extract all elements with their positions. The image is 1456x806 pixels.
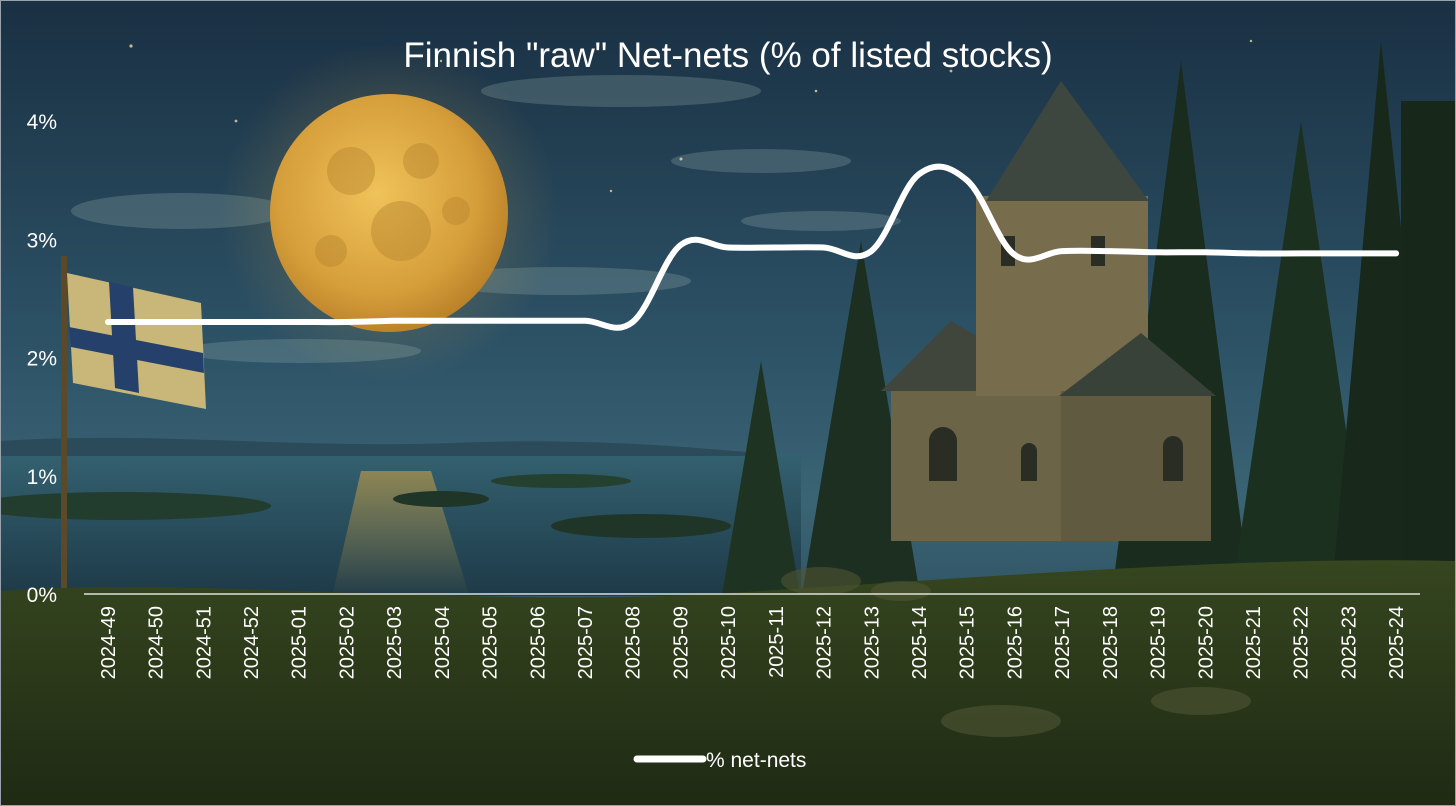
x-tick-label: 2025-15 [957,606,979,679]
x-tick-label: 2025-19 [1148,606,1170,679]
y-tick-label: 4% [27,111,57,134]
x-tick-label: 2024-52 [241,606,263,679]
y-tick-label: 1% [27,466,57,489]
x-tick-label: 2025-07 [575,606,597,679]
y-axis-ticks: 0% 1% 2% 3% 4% [27,111,57,607]
x-tick-label: 2025-04 [432,606,454,679]
x-tick-label: 2025-14 [909,606,931,679]
x-tick-label: 2025-13 [861,606,883,679]
x-tick-label: 2025-08 [623,606,645,679]
x-tick-label: 2025-05 [480,606,502,679]
x-tick-label: 2025-02 [336,606,358,679]
x-tick-label: 2025-11 [766,606,788,678]
x-tick-label: 2025-18 [1100,606,1122,679]
x-tick-label: 2025-01 [289,606,311,679]
x-tick-label: 2024-50 [146,606,168,679]
x-tick-label: 2025-24 [1386,606,1408,679]
x-tick-label: 2025-10 [718,606,740,679]
x-tick-label: 2025-21 [1243,606,1265,679]
x-tick-label: 2025-12 [814,606,836,679]
legend-label: % net-nets [706,749,806,772]
x-tick-label: 2025-06 [527,606,549,679]
y-tick-label: 2% [27,348,57,371]
y-tick-label: 0% [27,584,57,607]
series-lines [104,163,1400,331]
chart-title: Finnish "raw" Net-nets (% of listed stoc… [403,36,1052,75]
x-tick-label: 2025-16 [1004,606,1026,679]
y-tick-label: 3% [27,229,57,252]
x-tick-label: 2025-03 [384,606,406,679]
x-tick-label: 2024-49 [98,606,120,679]
x-tick-label: 2025-23 [1338,606,1360,679]
x-tick-label: 2025-20 [1195,606,1217,679]
x-axis-ticks: 2024-49 2024-50 2024-51 2024-52 2025-01 2025-… [98,606,1408,679]
x-tick-label: 2025-22 [1291,606,1313,679]
legend: % net-nets [633,749,806,772]
series-line-net-nets [104,163,1400,331]
x-tick-label: 2025-17 [1052,606,1074,679]
x-tick-label: 2024-51 [193,606,215,679]
x-tick-label: 2025-09 [670,606,692,679]
